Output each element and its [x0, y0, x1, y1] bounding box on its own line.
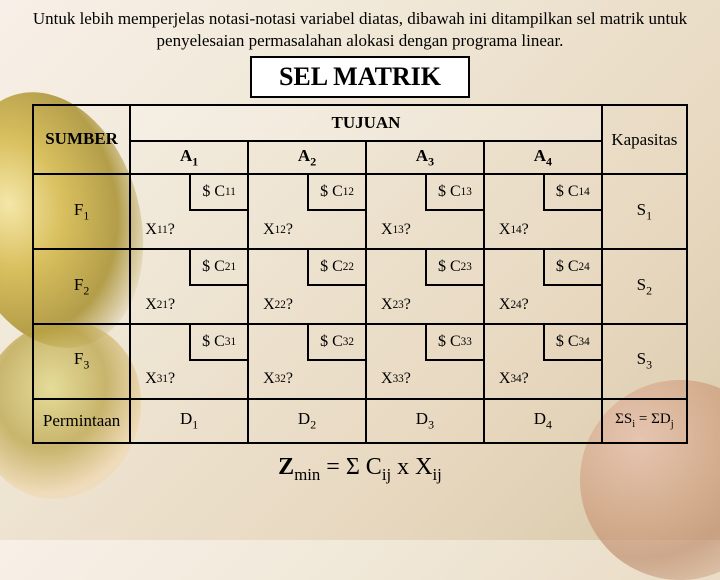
cell-22: $ C22X22 ? [248, 249, 366, 324]
row-permintaan: Permintaan D1 D2 D3 D4 ΣSi = ΣDj [33, 399, 687, 444]
objective-formula: Zmin = Σ Cij x Xij [32, 454, 688, 485]
cell-23: $ C23X23 ? [366, 249, 484, 324]
demand-d4: D4 [484, 399, 602, 444]
title-box: SEL MATRIK [250, 56, 470, 98]
row-f1: F1 $ C11X11 ? $ C12X12 ? $ C13X13 ? $ C1… [33, 174, 687, 249]
cell-32: $ C32X32 ? [248, 324, 366, 399]
hdr-kapasitas: Kapasitas [602, 105, 687, 174]
intro-text: Untuk lebih memperjelas notasi-notasi va… [32, 8, 688, 52]
cell-11: $ C11X11 ? [130, 174, 248, 249]
cap-s2: S2 [602, 249, 687, 324]
cell-33: $ C33X33 ? [366, 324, 484, 399]
hdr-tujuan: TUJUAN [130, 105, 602, 141]
sum-equality: ΣSi = ΣDj [602, 399, 687, 444]
hdr-a1: A1 [130, 141, 248, 174]
hdr-a4: A4 [484, 141, 602, 174]
cell-12: $ C12X12 ? [248, 174, 366, 249]
cell-24: $ C24X24 ? [484, 249, 602, 324]
src-f2: F2 [33, 249, 130, 324]
demand-d2: D2 [248, 399, 366, 444]
row-f3: F3 $ C31X31 ? $ C32X32 ? $ C33X33 ? $ C3… [33, 324, 687, 399]
cap-s3: S3 [602, 324, 687, 399]
cell-21: $ C21X21? [130, 249, 248, 324]
matrix-table: SUMBER TUJUAN Kapasitas A1 A2 A3 A4 F1 $… [32, 104, 688, 444]
hdr-sumber: SUMBER [33, 105, 130, 174]
demand-d1: D1 [130, 399, 248, 444]
hdr-a3: A3 [366, 141, 484, 174]
cell-34: $ C34X34 ? [484, 324, 602, 399]
cell-13: $ C13X13 ? [366, 174, 484, 249]
cell-31: $ C31X31 ? [130, 324, 248, 399]
demand-d3: D3 [366, 399, 484, 444]
src-f1: F1 [33, 174, 130, 249]
src-f3: F3 [33, 324, 130, 399]
row-f2: F2 $ C21X21? $ C22X22 ? $ C23X23 ? $ C24… [33, 249, 687, 324]
cell-14: $ C14X14 ? [484, 174, 602, 249]
permintaan-label: Permintaan [33, 399, 130, 444]
cap-s1: S1 [602, 174, 687, 249]
hdr-a2: A2 [248, 141, 366, 174]
